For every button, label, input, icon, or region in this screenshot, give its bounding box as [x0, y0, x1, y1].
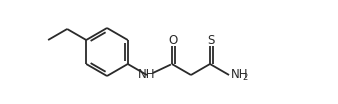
Text: NH: NH — [138, 69, 155, 82]
Text: NH: NH — [231, 69, 248, 82]
Text: S: S — [207, 35, 215, 48]
Text: O: O — [168, 35, 177, 48]
Text: 2: 2 — [242, 73, 247, 82]
